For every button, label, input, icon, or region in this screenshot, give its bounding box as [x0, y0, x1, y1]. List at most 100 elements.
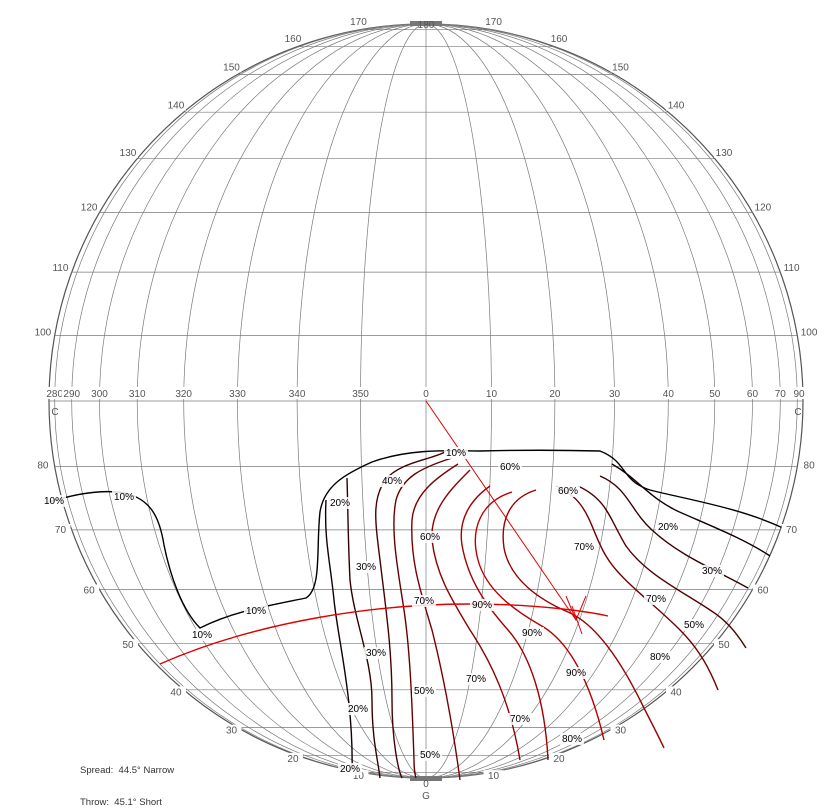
azimuth-label-bg: [127, 387, 148, 399]
top-pole-mark: [410, 21, 442, 26]
azimuth-label: 60: [747, 389, 759, 400]
contour-label: 20%: [348, 704, 368, 715]
azimuth-label-bg: [89, 387, 110, 399]
bottom-pole-mark: [410, 776, 442, 781]
contour-label-bg: [346, 703, 370, 715]
side-label-right: C: [794, 407, 801, 418]
contour-label: 40%: [382, 476, 402, 487]
azimuth-label-bg: [481, 387, 502, 399]
rim-label: 120: [755, 203, 772, 214]
contour-label-bg: [412, 595, 436, 607]
rim-label: 60: [757, 586, 769, 597]
contour-label-bg: [338, 763, 362, 775]
contour-label: 20%: [340, 764, 360, 775]
bottom-gamma-label: 0: [423, 779, 429, 790]
contour-label-bg: [656, 521, 680, 533]
rim-label-bg: [799, 326, 820, 338]
contour-label: 20%: [658, 522, 678, 533]
isocandela-contour: [375, 451, 446, 779]
azimuth-label: 40: [663, 389, 675, 400]
rim-label: 50: [718, 640, 730, 651]
isocandela-contour: [502, 489, 665, 749]
contour-label: 10%: [114, 492, 134, 503]
spread-info: Spread: 44.5° Narrow: [80, 765, 175, 776]
guide-lines: [159, 400, 609, 665]
rim-label-bg: [221, 61, 242, 73]
azimuth-label-bg: [173, 387, 194, 399]
contour-label-bg: [556, 485, 580, 497]
contour-label-bg: [42, 495, 66, 507]
contour-label-bg: [682, 619, 706, 631]
contour-label: 70%: [414, 596, 434, 607]
isocandela-contour: [411, 463, 461, 781]
contour-label: 20%: [330, 498, 350, 509]
rim-label: 100: [801, 327, 818, 338]
contour-label-bg: [700, 565, 724, 577]
rim-label: 70: [55, 525, 67, 536]
contour-label: 60%: [558, 486, 578, 497]
rim-label-bg: [348, 770, 369, 782]
contour-label: 30%: [356, 562, 376, 573]
isocandela-contour: [611, 463, 771, 557]
rim-label-bg: [752, 201, 773, 213]
contour-label: 90%: [472, 600, 492, 611]
isocandela-contour: [460, 485, 549, 761]
contour-label-bg: [418, 749, 442, 761]
isocandela-contour: [577, 485, 747, 649]
isocandela-contour: [346, 477, 381, 779]
azimuth-label: 350: [352, 389, 369, 400]
rim-label-bg: [282, 33, 303, 45]
rim-label-bg: [781, 523, 802, 535]
azimuth-label: 280: [46, 389, 63, 400]
rim-label: 10: [488, 771, 500, 782]
isocandela-contour: [324, 499, 353, 776]
rim-label: 40: [670, 687, 682, 698]
rim-label: 110: [784, 263, 800, 274]
isocandela-contour: [393, 457, 453, 779]
gamma-axis-label: G: [422, 791, 430, 802]
rim-label-bg: [50, 262, 71, 274]
contour-label-bg: [464, 673, 488, 685]
contour-label: 10%: [44, 496, 64, 507]
azimuth-label: 340: [289, 389, 306, 400]
contour-label: 80%: [562, 734, 582, 745]
contour-label: 60%: [500, 462, 520, 473]
contour-label: 70%: [574, 542, 594, 553]
rim-label-bg: [483, 15, 504, 27]
azimuth-label-bg: [44, 387, 65, 399]
rim-label: 170: [485, 17, 502, 28]
rim-label-bg: [32, 326, 53, 338]
rim-label: 140: [668, 101, 685, 112]
rim-label: 10: [353, 771, 365, 782]
azimuth-label: 0: [423, 389, 429, 400]
contour-label-bg: [190, 629, 214, 641]
azimuth-label-bg: [704, 387, 725, 399]
contour-label-bg: [418, 531, 442, 543]
rim-label-bg: [752, 584, 773, 596]
rim-label-bg: [713, 146, 734, 158]
rim-label-bg: [549, 752, 570, 764]
rim-label: 170: [350, 17, 367, 28]
azimuth-label-bg: [287, 387, 308, 399]
rim-label: 80: [804, 461, 816, 472]
rim-label: 40: [170, 687, 182, 698]
contour-label: 70%: [646, 594, 666, 605]
isocandela-contour: [47, 449, 784, 629]
contour-label: 10%: [192, 630, 212, 641]
rim-label: 80: [37, 461, 49, 472]
azimuth-label-bg: [789, 387, 809, 399]
rim-label: 160: [551, 34, 568, 45]
contour-label-bg: [244, 605, 268, 617]
rim-label-bg: [50, 523, 71, 535]
rim-label-bg: [282, 752, 303, 764]
contour-label-bg: [328, 497, 352, 509]
rim-label-bg: [79, 584, 100, 596]
rim-label-bg: [799, 459, 820, 471]
contour-label-bg: [560, 733, 584, 745]
rim-label-bg: [221, 724, 242, 736]
isocandela-contour: [431, 469, 521, 761]
throw-info: Throw: 45.1° Short: [80, 797, 162, 808]
rim-label: 70: [786, 525, 798, 536]
contour-label: 30%: [702, 566, 722, 577]
rim-label: 120: [81, 203, 98, 214]
